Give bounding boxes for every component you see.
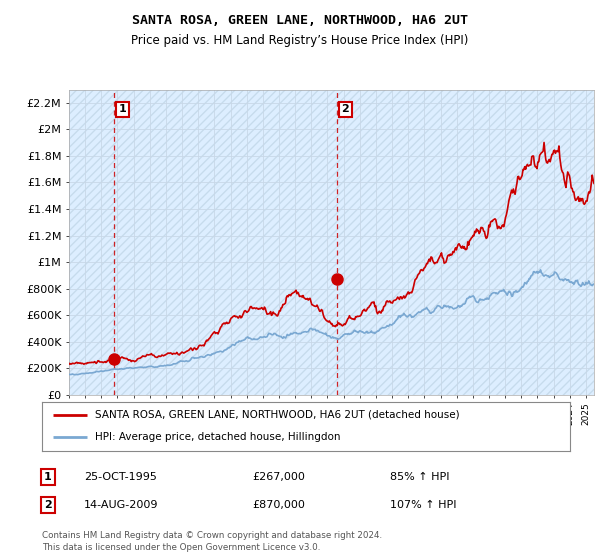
Text: £267,000: £267,000 xyxy=(252,472,305,482)
Text: Contains HM Land Registry data © Crown copyright and database right 2024.
This d: Contains HM Land Registry data © Crown c… xyxy=(42,531,382,552)
Text: 85% ↑ HPI: 85% ↑ HPI xyxy=(390,472,449,482)
Text: 2: 2 xyxy=(44,500,52,510)
Text: 25-OCT-1995: 25-OCT-1995 xyxy=(84,472,157,482)
Text: 1: 1 xyxy=(118,104,126,114)
Text: SANTA ROSA, GREEN LANE, NORTHWOOD, HA6 2UT (detached house): SANTA ROSA, GREEN LANE, NORTHWOOD, HA6 2… xyxy=(95,410,460,420)
Text: SANTA ROSA, GREEN LANE, NORTHWOOD, HA6 2UT: SANTA ROSA, GREEN LANE, NORTHWOOD, HA6 2… xyxy=(132,14,468,27)
Text: 107% ↑ HPI: 107% ↑ HPI xyxy=(390,500,457,510)
Text: 14-AUG-2009: 14-AUG-2009 xyxy=(84,500,158,510)
Text: HPI: Average price, detached house, Hillingdon: HPI: Average price, detached house, Hill… xyxy=(95,432,340,442)
Text: 2: 2 xyxy=(341,104,349,114)
Text: 1: 1 xyxy=(44,472,52,482)
Text: £870,000: £870,000 xyxy=(252,500,305,510)
Text: Price paid vs. HM Land Registry’s House Price Index (HPI): Price paid vs. HM Land Registry’s House … xyxy=(131,34,469,46)
